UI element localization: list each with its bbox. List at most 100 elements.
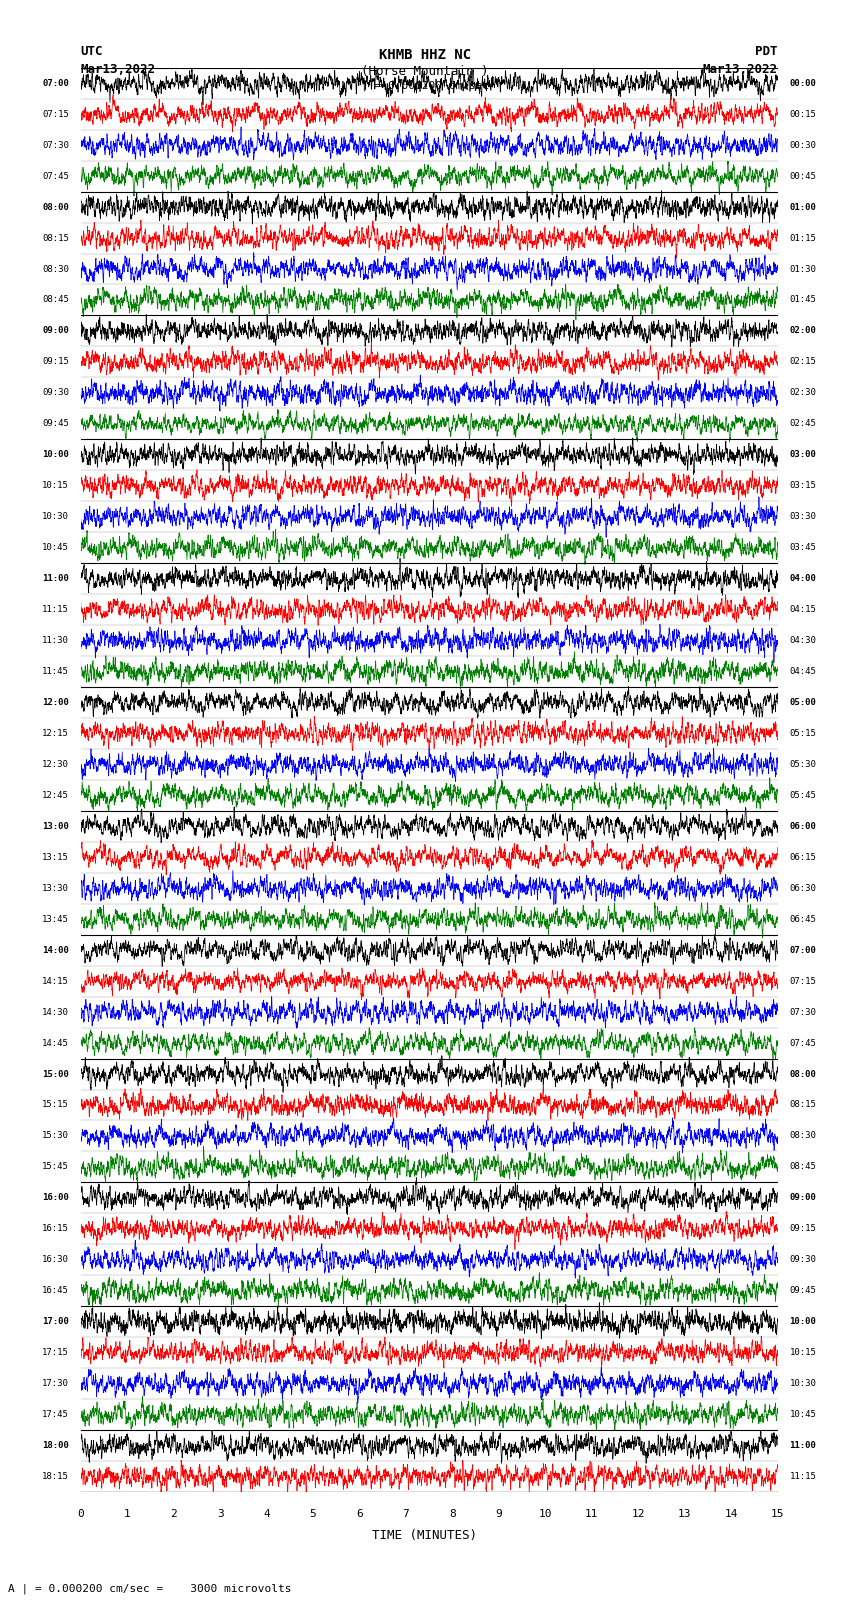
Text: 06:00: 06:00 (790, 823, 816, 831)
Text: 00:45: 00:45 (790, 171, 816, 181)
Text: 08:45: 08:45 (790, 1163, 816, 1171)
Text: 09:00: 09:00 (42, 326, 69, 336)
Text: Mar13,2022: Mar13,2022 (81, 63, 156, 76)
Text: 09:15: 09:15 (42, 358, 69, 366)
Text: 11:30: 11:30 (42, 636, 69, 645)
Text: 14:00: 14:00 (42, 945, 69, 955)
Text: 05:15: 05:15 (790, 729, 816, 737)
Text: 18:00: 18:00 (42, 1440, 69, 1450)
Text: 17:00: 17:00 (42, 1318, 69, 1326)
Text: 02:15: 02:15 (790, 358, 816, 366)
Text: 00:15: 00:15 (790, 110, 816, 119)
Text: 15:00: 15:00 (42, 1069, 69, 1079)
Text: 07:30: 07:30 (790, 1008, 816, 1016)
Text: 15:30: 15:30 (42, 1131, 69, 1140)
Text: 03:00: 03:00 (790, 450, 816, 460)
Text: 03:15: 03:15 (790, 481, 816, 490)
Text: 08:30: 08:30 (42, 265, 69, 274)
Text: 17:30: 17:30 (42, 1379, 69, 1389)
Text: 12:00: 12:00 (42, 698, 69, 706)
Text: 08:30: 08:30 (790, 1131, 816, 1140)
Text: 11:45: 11:45 (42, 668, 69, 676)
Text: 01:45: 01:45 (790, 295, 816, 305)
Text: 06:45: 06:45 (790, 915, 816, 924)
Text: 12:30: 12:30 (42, 760, 69, 769)
Text: 16:00: 16:00 (42, 1194, 69, 1202)
Text: 13:45: 13:45 (42, 915, 69, 924)
Text: UTC: UTC (81, 45, 103, 58)
Text: 09:15: 09:15 (790, 1224, 816, 1234)
Text: 12:45: 12:45 (42, 790, 69, 800)
Text: 16:45: 16:45 (42, 1286, 69, 1295)
Text: PDT: PDT (756, 45, 778, 58)
Text: 11:15: 11:15 (790, 1473, 816, 1481)
Text: 01:15: 01:15 (790, 234, 816, 242)
Text: 07:45: 07:45 (42, 171, 69, 181)
Text: 3: 3 (217, 1510, 224, 1519)
Text: 16:30: 16:30 (42, 1255, 69, 1265)
Text: 14: 14 (724, 1510, 738, 1519)
Text: 10:30: 10:30 (790, 1379, 816, 1389)
Text: Mar13,2022: Mar13,2022 (703, 63, 778, 76)
Text: 11:00: 11:00 (790, 1440, 816, 1450)
Text: 04:00: 04:00 (790, 574, 816, 584)
Text: 17:15: 17:15 (42, 1348, 69, 1357)
Text: 10:15: 10:15 (790, 1348, 816, 1357)
Text: 02:45: 02:45 (790, 419, 816, 429)
Text: 10:45: 10:45 (790, 1410, 816, 1419)
Text: 1: 1 (124, 1510, 131, 1519)
Text: 10:00: 10:00 (42, 450, 69, 460)
Text: (Horse Mountain ): (Horse Mountain ) (361, 65, 489, 77)
Text: TIME (MINUTES): TIME (MINUTES) (372, 1529, 478, 1542)
Text: 18:15: 18:15 (42, 1473, 69, 1481)
Text: 10:15: 10:15 (42, 481, 69, 490)
Text: 07:00: 07:00 (790, 945, 816, 955)
Text: 10:45: 10:45 (42, 544, 69, 552)
Text: 15:45: 15:45 (42, 1163, 69, 1171)
Text: 06:15: 06:15 (790, 853, 816, 861)
Text: 0: 0 (77, 1510, 84, 1519)
Text: 9: 9 (496, 1510, 502, 1519)
Text: 13:15: 13:15 (42, 853, 69, 861)
Text: 5: 5 (309, 1510, 316, 1519)
Text: 08:00: 08:00 (790, 1069, 816, 1079)
Text: 7: 7 (403, 1510, 410, 1519)
Text: 08:15: 08:15 (42, 234, 69, 242)
Text: 14:15: 14:15 (42, 976, 69, 986)
Text: KHMB HHZ NC: KHMB HHZ NC (379, 48, 471, 63)
Text: 13: 13 (678, 1510, 692, 1519)
Text: 06:30: 06:30 (790, 884, 816, 892)
Text: 05:00: 05:00 (790, 698, 816, 706)
Text: 09:45: 09:45 (42, 419, 69, 429)
Text: | = 0.000200 cm/sec: | = 0.000200 cm/sec (361, 81, 489, 92)
Text: 16:15: 16:15 (42, 1224, 69, 1234)
Text: 10:00: 10:00 (790, 1318, 816, 1326)
Text: 17:45: 17:45 (42, 1410, 69, 1419)
Text: 6: 6 (356, 1510, 363, 1519)
Text: 04:45: 04:45 (790, 668, 816, 676)
Text: 11:15: 11:15 (42, 605, 69, 615)
Text: 07:15: 07:15 (790, 976, 816, 986)
Text: 11:00: 11:00 (42, 574, 69, 584)
Text: 00:00: 00:00 (790, 79, 816, 87)
Text: 13:30: 13:30 (42, 884, 69, 892)
Text: 8: 8 (449, 1510, 456, 1519)
Text: 12: 12 (632, 1510, 645, 1519)
Text: 09:00: 09:00 (790, 1194, 816, 1202)
Text: 03:30: 03:30 (790, 513, 816, 521)
Text: 10:30: 10:30 (42, 513, 69, 521)
Text: 14:30: 14:30 (42, 1008, 69, 1016)
Text: 03:45: 03:45 (790, 544, 816, 552)
Text: 01:00: 01:00 (790, 203, 816, 211)
Text: 08:15: 08:15 (790, 1100, 816, 1110)
Text: A | = 0.000200 cm/sec =    3000 microvolts: A | = 0.000200 cm/sec = 3000 microvolts (8, 1582, 292, 1594)
Text: 07:45: 07:45 (790, 1039, 816, 1047)
Text: 11: 11 (585, 1510, 598, 1519)
Text: 09:30: 09:30 (790, 1255, 816, 1265)
Text: 2: 2 (170, 1510, 177, 1519)
Text: 15:15: 15:15 (42, 1100, 69, 1110)
Text: 01:30: 01:30 (790, 265, 816, 274)
Text: 07:15: 07:15 (42, 110, 69, 119)
Text: 09:30: 09:30 (42, 389, 69, 397)
Text: 07:30: 07:30 (42, 140, 69, 150)
